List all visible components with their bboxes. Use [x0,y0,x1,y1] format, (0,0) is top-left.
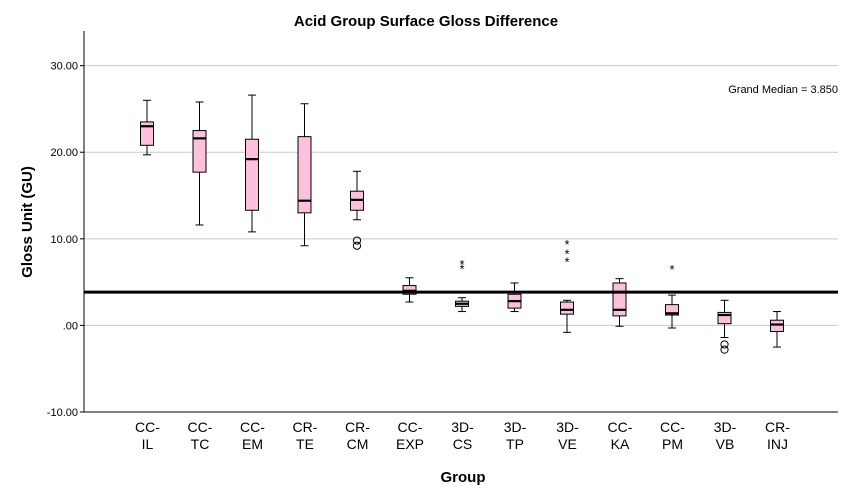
box-iqr [612,282,627,317]
box-iqr [297,136,312,214]
x-tick-label: CR- [345,419,370,435]
x-tick-label: CC- [240,419,265,435]
y-tick-label: 10.00 [50,234,78,246]
x-tick-label: VB [716,436,735,452]
box-cr-cm [350,170,364,250]
box-3d-tp [507,282,522,313]
x-tick-label: CC- [398,419,423,435]
x-tick-label: CR- [765,419,790,435]
x-tick-label: CC- [188,419,213,435]
x-tick-label: CC- [608,419,633,435]
x-tick-label: IL [142,436,154,452]
extreme-point: * [669,262,674,277]
box-3d-ve: *** [560,237,574,333]
y-tick-label: 30.00 [50,61,78,73]
x-tick-label: 3D- [451,419,474,435]
box-iqr [770,319,784,332]
x-tick-label: TC [191,436,210,452]
x-axis-title: Group [441,469,486,486]
x-tick-label: INJ [767,436,788,452]
box-cc-exp [402,277,417,303]
box-cc-pm: * [665,262,679,329]
box-iqr [192,130,207,173]
y-tick-label: 20.00 [50,147,78,159]
y-axis-title: Gloss Unit (GU) [19,166,36,278]
box-iqr [717,311,732,325]
box-iqr [665,304,679,316]
box-cr-te [297,103,312,247]
x-tick-label: EM [242,436,263,452]
x-tick-label: CM [347,436,369,452]
box-cc-em [245,94,259,233]
outlier-point [352,236,362,245]
box-3d-cs: ** [455,257,469,313]
tick-labels: -10.00.0010.0020.0030.00CC-ILCC-TCCC-EMC… [47,61,790,452]
axes [80,31,838,413]
x-tick-label: TP [506,436,524,452]
outlier-point [720,340,729,349]
x-tick-label: PM [662,436,683,452]
box-cc-ka [612,278,627,327]
x-tick-label: CC- [660,419,685,435]
y-tick-label: .00 [63,320,78,332]
gridlines [84,65,838,413]
outlier-point [352,241,362,250]
outlier-point [720,345,729,354]
extreme-point: * [459,257,464,272]
extreme-point: * [564,247,569,262]
extreme-point: * [564,254,569,269]
box-3d-vb [717,299,732,354]
x-tick-label: CR- [293,419,318,435]
boxes: ** **** [140,94,784,354]
x-tick-label: 3D- [504,419,527,435]
box-iqr [560,301,574,315]
chart-title: Acid Group Surface Gloss Difference [294,13,558,30]
extreme-point: * [459,261,464,276]
x-tick-label: 3D- [714,419,737,435]
x-tick-label: KA [611,436,630,452]
box-iqr [140,121,154,146]
x-tick-label: TE [296,436,314,452]
x-tick-label: CS [453,436,472,452]
x-tick-label: VE [558,436,577,452]
y-tick-label: -10.00 [47,407,78,419]
x-tick-label: 3D- [556,419,579,435]
box-iqr [245,138,259,211]
box-cc-il [140,99,154,156]
box-cr-inj [770,311,784,348]
x-tick-label: EXP [396,436,424,452]
grand-median-label: Grand Median = 3.850 [728,84,838,96]
extreme-point: * [564,237,569,252]
box-cc-tc [192,101,207,226]
x-tick-label: CC- [135,419,160,435]
